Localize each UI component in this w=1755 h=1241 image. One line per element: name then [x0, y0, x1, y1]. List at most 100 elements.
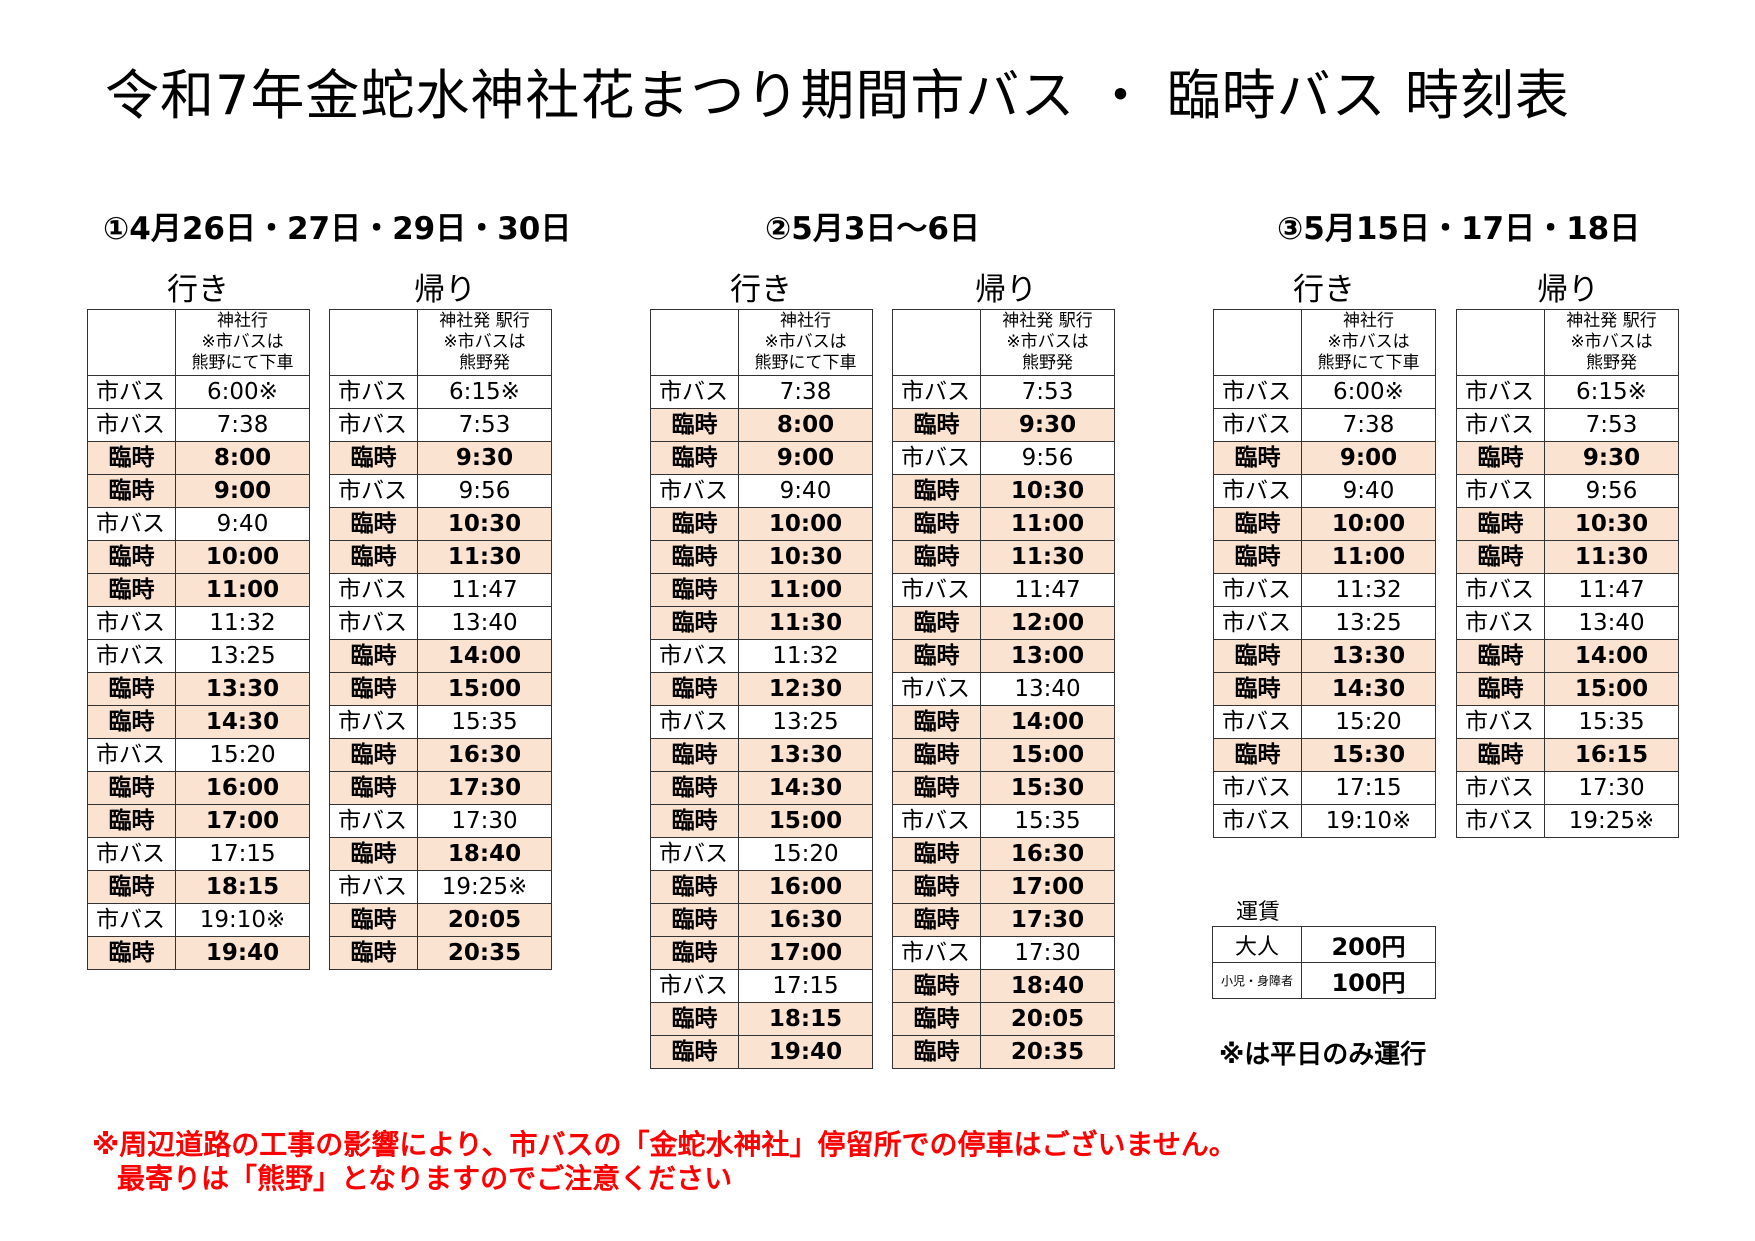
timetable-row: 臨時 19:40 — [650, 1035, 873, 1069]
timetable-row: 市バス 6:00※ — [1213, 375, 1436, 409]
departure-time-cell: 9:00 — [1301, 441, 1436, 475]
departure-time-cell: 6:00※ — [1301, 375, 1436, 409]
departure-time-cell: 14:00 — [1544, 639, 1679, 673]
departure-time-cell: 11:00 — [980, 507, 1115, 541]
departure-time-cell: 9:56 — [1544, 474, 1679, 508]
departure-time-cell: 14:30 — [738, 771, 873, 805]
departure-time-cell: 20:05 — [980, 1002, 1115, 1036]
timetable-row: 市バス 19:10※ — [87, 903, 310, 937]
fare-category: 大人 — [1212, 926, 1302, 963]
departure-time-cell: 18:15 — [738, 1002, 873, 1036]
timetable-row: 臨時 8:00 — [650, 408, 873, 442]
departure-time-cell: 11:32 — [738, 639, 873, 673]
bus-type-cell: 臨時 — [1213, 441, 1302, 475]
bus-type-cell: 臨時 — [329, 540, 418, 574]
departure-time-cell: 20:35 — [417, 936, 552, 970]
departure-time-cell: 20:35 — [980, 1035, 1115, 1069]
departure-time-cell: 15:30 — [1301, 738, 1436, 772]
bus-type-cell: 臨時 — [892, 1002, 981, 1036]
departure-time-cell: 9:40 — [1301, 474, 1436, 508]
timetable-row: 市バス 17:30 — [329, 804, 552, 838]
departure-time-cell: 10:30 — [980, 474, 1115, 508]
bus-type-cell: 市バス — [87, 639, 176, 673]
period-2-return-table: 神社発 駅行 ※市バスは 熊野発 市バス 7:53 臨時 9:30 市バス 9:56 臨時 10:3… — [892, 309, 1115, 1069]
fare-category: 小児・身障者 — [1212, 962, 1302, 999]
timetable-row: 臨時 9:30 — [329, 441, 552, 475]
departure-time-cell: 16:30 — [980, 837, 1115, 871]
timetable-row: 臨時 14:00 — [329, 639, 552, 673]
timetable-row: 臨時 18:15 — [650, 1002, 873, 1036]
timetable-row: 臨時 13:30 — [650, 738, 873, 772]
timetable-row: 臨時 19:40 — [87, 936, 310, 970]
bus-type-cell: 市バス — [329, 804, 418, 838]
timetable-row: 臨時 10:30 — [1456, 507, 1679, 541]
timetable-row: 市バス 9:40 — [1213, 474, 1436, 508]
departure-time-cell: 14:30 — [1301, 672, 1436, 706]
table-header-row: 神社行 ※市バスは 熊野にて下車 — [1213, 309, 1436, 376]
header-blank-cell — [1213, 309, 1302, 376]
departure-time-cell: 16:00 — [738, 870, 873, 904]
timetable-row: 臨時 11:30 — [1456, 540, 1679, 574]
timetable-row: 臨時 10:00 — [650, 507, 873, 541]
timetable-row: 市バス 11:47 — [329, 573, 552, 607]
bus-type-cell: 市バス — [1456, 375, 1545, 409]
bus-type-cell: 市バス — [329, 375, 418, 409]
period-3-outbound-table: 神社行 ※市バスは 熊野にて下車 市バス 6:00※ 市バス 7:38 臨時 9:00 市バス 9:… — [1213, 309, 1436, 838]
departure-time-cell: 18:40 — [417, 837, 552, 871]
timetable-row: 臨時 11:30 — [650, 606, 873, 640]
departure-time-cell: 6:15※ — [417, 375, 552, 409]
timetable-row: 臨時 14:00 — [1456, 639, 1679, 673]
timetable-row: 市バス 13:40 — [1456, 606, 1679, 640]
departure-time-cell: 16:00 — [175, 771, 310, 805]
weekday-note: ※は平日のみ運行 — [1219, 1040, 1427, 1070]
timetable-row: 臨時 15:00 — [329, 672, 552, 706]
timetable-row: 臨時 20:35 — [892, 1035, 1115, 1069]
header-destination-cell: 神社行 ※市バスは 熊野にて下車 — [175, 309, 310, 376]
bus-type-cell: 臨時 — [650, 936, 739, 970]
bus-type-cell: 臨時 — [1213, 639, 1302, 673]
bus-type-cell: 臨時 — [892, 837, 981, 871]
bus-type-cell: 市バス — [1456, 474, 1545, 508]
departure-time-cell: 17:15 — [738, 969, 873, 1003]
timetable-row: 市バス 6:15※ — [1456, 375, 1679, 409]
bus-type-cell: 市バス — [329, 606, 418, 640]
departure-time-cell: 11:30 — [1544, 540, 1679, 574]
bus-type-cell: 臨時 — [892, 903, 981, 937]
departure-time-cell: 9:40 — [738, 474, 873, 508]
timetable-row: 市バス 6:00※ — [87, 375, 310, 409]
timetable-row: 臨時 15:00 — [650, 804, 873, 838]
bus-type-cell: 臨時 — [650, 738, 739, 772]
departure-time-cell: 7:53 — [1544, 408, 1679, 442]
timetable-row: 市バス 11:32 — [1213, 573, 1436, 607]
departure-time-cell: 18:40 — [980, 969, 1115, 1003]
timetable-row: 市バス 9:56 — [1456, 474, 1679, 508]
departure-time-cell: 13:40 — [1544, 606, 1679, 640]
departure-time-cell: 8:00 — [175, 441, 310, 475]
bus-type-cell: 市バス — [650, 969, 739, 1003]
bus-type-cell: 市バス — [892, 573, 981, 607]
bus-type-cell: 市バス — [1213, 408, 1302, 442]
timetable-row: 市バス 19:10※ — [1213, 804, 1436, 838]
bus-type-cell: 市バス — [650, 639, 739, 673]
departure-time-cell: 17:30 — [1544, 771, 1679, 805]
timetable-row: 臨時 15:30 — [1213, 738, 1436, 772]
bus-type-cell: 市バス — [329, 705, 418, 739]
bus-type-cell: 市バス — [1456, 705, 1545, 739]
timetable-row: 臨時 11:30 — [892, 540, 1115, 574]
departure-time-cell: 11:32 — [1301, 573, 1436, 607]
bus-type-cell: 臨時 — [650, 606, 739, 640]
period-2-outbound-label: 行き — [730, 272, 792, 308]
header-destination-cell: 神社発 駅行 ※市バスは 熊野発 — [417, 309, 552, 376]
departure-time-cell: 17:00 — [738, 936, 873, 970]
bus-type-cell: 市バス — [1456, 573, 1545, 607]
timetable-row: 臨時 18:15 — [87, 870, 310, 904]
timetable-row: 市バス 17:30 — [892, 936, 1115, 970]
timetable-row: 臨時 15:00 — [892, 738, 1115, 772]
timetable-row: 臨時 16:30 — [892, 837, 1115, 871]
period-3-outbound-label: 行き — [1293, 272, 1355, 308]
timetable-row: 市バス 7:53 — [1456, 408, 1679, 442]
bus-type-cell: 臨時 — [892, 507, 981, 541]
departure-time-cell: 15:35 — [1544, 705, 1679, 739]
bus-type-cell: 市バス — [650, 837, 739, 871]
timetable-row: 市バス 15:20 — [1213, 705, 1436, 739]
